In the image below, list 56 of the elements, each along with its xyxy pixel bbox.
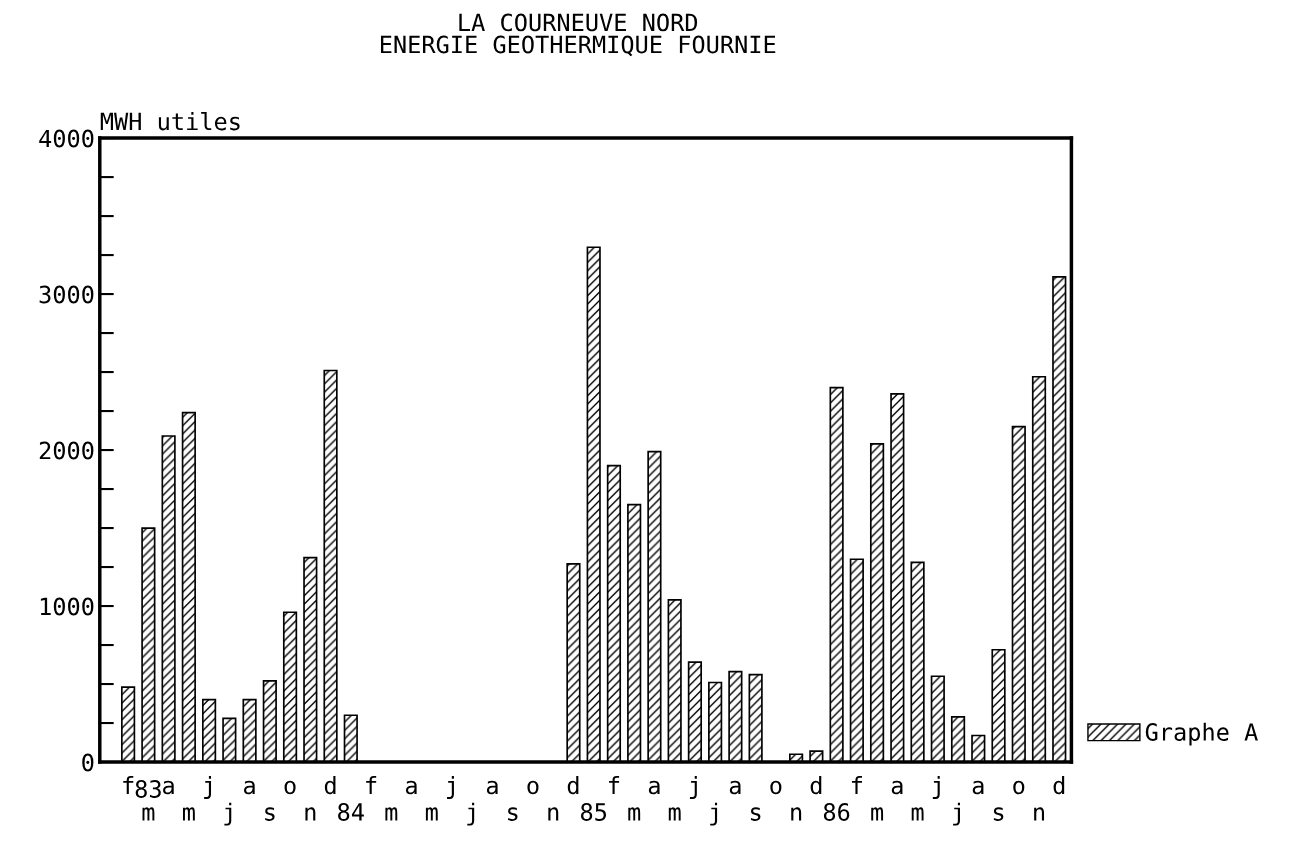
x-tick-label: n <box>305 807 316 821</box>
x-tick-label: o <box>284 780 296 795</box>
x-tick-label: j <box>467 802 475 826</box>
x-tick-label: m <box>871 807 884 821</box>
x-tick-label: m <box>668 807 681 821</box>
x-tick-label: f <box>366 776 377 794</box>
x-tick-label: a <box>648 780 660 795</box>
x-tick-label: a <box>486 780 498 795</box>
x-tick-label: f <box>609 776 620 794</box>
y-tick-label: 4000 <box>39 129 94 148</box>
x-tick-label: d <box>810 776 822 795</box>
x-tick-label: f <box>123 776 134 794</box>
x-tick-label: j <box>224 802 232 826</box>
x-tick-label: d <box>324 776 336 795</box>
x-tick-label: j <box>204 776 212 799</box>
x-tick-label: a <box>244 780 255 795</box>
x-tick-label: 84 <box>338 803 364 821</box>
y-tick-label: 0 <box>82 753 94 772</box>
x-tick-label: n <box>548 807 559 821</box>
x-tick-label: m <box>628 807 641 821</box>
x-tick-label: s <box>750 807 761 821</box>
x-tick-label: a <box>972 780 984 795</box>
y-tick-label: 1000 <box>40 597 94 616</box>
x-tick-label: a <box>163 780 174 795</box>
x-tick-label: o <box>770 780 782 795</box>
x-tick-label: d <box>1053 776 1065 795</box>
x-tick-label: n <box>791 807 802 821</box>
x-tick-label: m <box>142 807 155 821</box>
x-tick-label: s <box>508 807 518 821</box>
x-tick-label: j <box>932 776 940 799</box>
y-axis-title: MWH utiles <box>100 111 240 131</box>
chart-title: LA COURNEUVE NORD ENERGIE GEOTHERMIQUE FOURNIE <box>380 13 776 57</box>
legend-label: Graphe A <box>1145 722 1258 746</box>
x-tick-label: 86 <box>823 803 850 821</box>
x-tick-label: 85 <box>580 803 607 821</box>
x-tick-label: m <box>425 807 438 821</box>
x-tick-label: s <box>993 807 1004 821</box>
x-tick-label: m <box>385 807 398 821</box>
x-tick-label: d <box>567 776 579 795</box>
x-tick-label: s <box>265 807 275 821</box>
x-tick-label: f <box>851 776 862 794</box>
x-tick-label: a <box>405 780 417 795</box>
x-tick-label: m <box>911 807 924 821</box>
y-tick-label: 2000 <box>39 441 94 460</box>
x-tick-label: m <box>183 807 195 821</box>
x-tick-label: a <box>891 780 903 795</box>
text: 83 <box>135 780 161 798</box>
x-tick-label: j <box>710 802 718 826</box>
x-tick-label: n <box>1034 807 1045 821</box>
x-tick-label: a <box>729 780 741 795</box>
x-tick-label: o <box>527 780 539 795</box>
x-tick-label: j <box>953 802 960 826</box>
x-tick-label: o <box>1013 780 1025 795</box>
x-tick-label: j <box>447 776 454 799</box>
x-tick-label: j <box>689 776 697 799</box>
y-tick-label: 3000 <box>39 285 94 304</box>
